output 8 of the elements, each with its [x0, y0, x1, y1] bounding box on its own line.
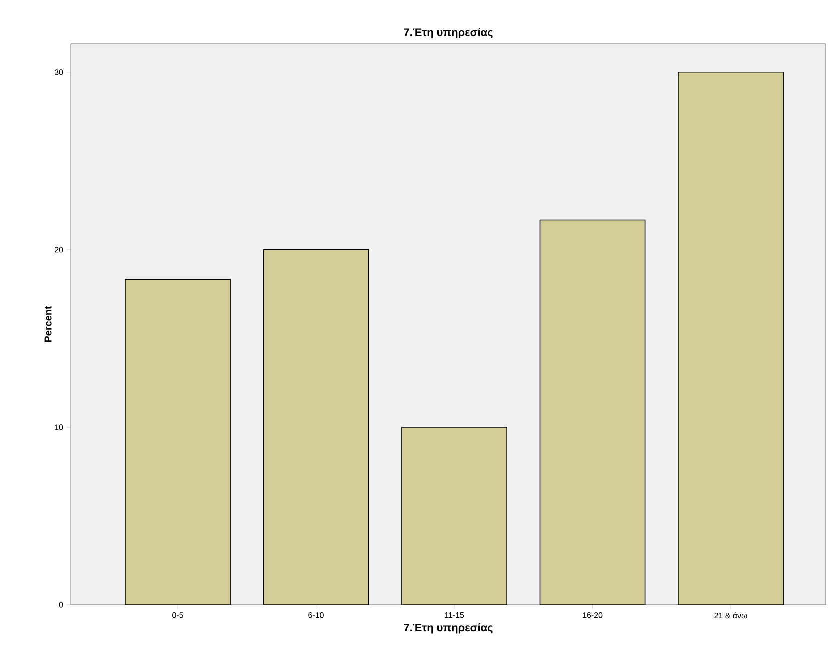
bar	[125, 279, 231, 605]
y-axis-title: Percent	[44, 306, 52, 342]
chart-title: 7.Έτη υπηρεσίας	[404, 28, 493, 38]
bar	[402, 427, 508, 605]
bar	[678, 72, 784, 605]
bar	[264, 250, 369, 605]
bar	[540, 220, 646, 605]
x-axis-title: 7.Έτη υπηρεσίας	[404, 623, 493, 634]
